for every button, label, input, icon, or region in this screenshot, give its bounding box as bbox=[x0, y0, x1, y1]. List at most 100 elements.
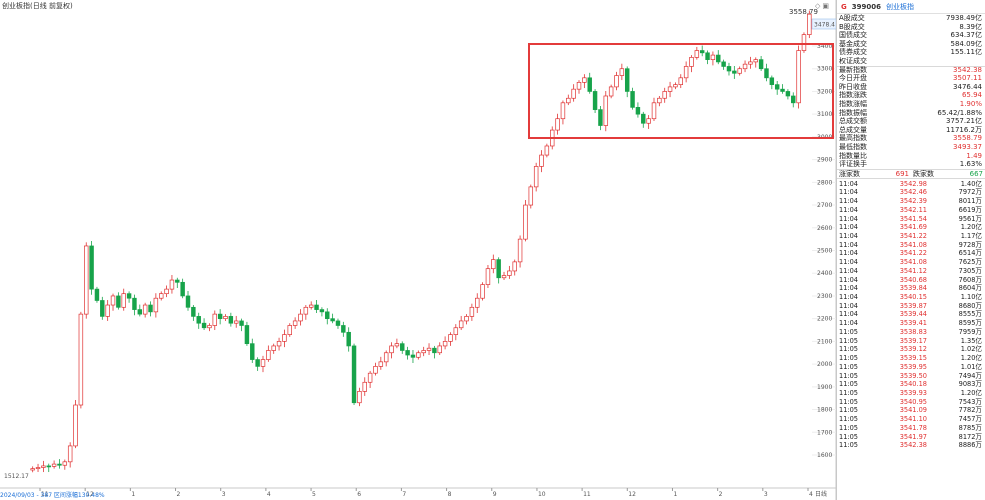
tick-time: 11:04 bbox=[839, 205, 859, 214]
stat-label: 指数涨幅 bbox=[839, 99, 867, 108]
index-header: G 399006 创业板指 bbox=[837, 0, 985, 14]
candle-body bbox=[250, 343, 255, 360]
candle-body bbox=[228, 316, 234, 324]
stat-value: 8.39亿 bbox=[959, 22, 982, 31]
index-name[interactable]: 创业板指 bbox=[885, 2, 914, 11]
candle-body bbox=[126, 293, 132, 299]
tick-volume: 7543万 bbox=[958, 397, 982, 406]
tick-row: 11:05 3539.17 1.35亿 bbox=[837, 337, 985, 346]
stat-label: 指数振幅 bbox=[839, 108, 867, 117]
tick-time: 11:04 bbox=[839, 319, 859, 328]
y-tick-label: 1900 bbox=[817, 384, 832, 391]
candle-body bbox=[62, 461, 68, 466]
stat-value: 1.49 bbox=[966, 151, 982, 160]
candle-body bbox=[169, 279, 175, 290]
candle-body bbox=[389, 345, 394, 354]
candle-body bbox=[266, 350, 271, 360]
tick-row: 11:05 3541.10 7457万 bbox=[837, 415, 985, 424]
stat-row: 今日开盘 3507.11 bbox=[837, 74, 985, 83]
x-tick-label: 4 bbox=[267, 491, 271, 498]
y-tick-label: 2700 bbox=[817, 202, 832, 209]
tick-price: 3541.08 bbox=[899, 258, 927, 267]
y-tick-label: 3200 bbox=[817, 88, 832, 95]
tick-time: 11:05 bbox=[839, 388, 859, 397]
tick-time: 11:04 bbox=[839, 188, 859, 197]
tick-volume: 7305万 bbox=[958, 266, 982, 275]
candle-body bbox=[35, 467, 41, 469]
tick-time: 11:04 bbox=[839, 249, 859, 258]
candle-body bbox=[57, 463, 62, 466]
tick-row: 11:05 3540.95 7543万 bbox=[837, 398, 985, 407]
tick-row: 11:04 3540.15 1.10亿 bbox=[837, 293, 985, 302]
x-tick-label: 4 bbox=[809, 491, 813, 498]
tick-price: 3539.93 bbox=[899, 388, 927, 397]
candle-body bbox=[287, 325, 292, 335]
tick-price: 3538.83 bbox=[899, 327, 927, 336]
candle-body bbox=[608, 86, 614, 97]
y-tick-label: 3100 bbox=[817, 111, 832, 118]
tick-volume: 7625万 bbox=[958, 258, 982, 267]
tick-volume: 7959万 bbox=[958, 327, 982, 336]
x-tick-label: 3 bbox=[764, 491, 768, 498]
tick-price: 3541.12 bbox=[899, 266, 927, 275]
chart-corner-icons[interactable]: ◇▣ bbox=[815, 2, 831, 10]
tick-volume: 6514万 bbox=[958, 249, 982, 258]
max-price-label: 3558.79 bbox=[789, 8, 818, 16]
tick-row: 11:04 3539.41 8595万 bbox=[837, 319, 985, 328]
stat-row: 债券成交 155.11亿 bbox=[837, 48, 985, 57]
candle-body bbox=[694, 50, 700, 58]
diamond-icon[interactable]: ◇ bbox=[815, 2, 823, 10]
tick-volume: 1.20亿 bbox=[960, 388, 982, 397]
kline-chart-area[interactable]: 3400 3300 3200 3100 3000 2900 2800 2700 2600 2500… bbox=[0, 0, 836, 500]
tick-row: 11:04 3542.46 7972万 bbox=[837, 188, 985, 197]
candle-body bbox=[501, 275, 507, 279]
tick-time: 11:05 bbox=[839, 397, 859, 406]
stat-value: 65.94 bbox=[961, 91, 982, 100]
tick-time: 11:05 bbox=[839, 362, 859, 371]
candle-body bbox=[582, 77, 587, 83]
tick-time: 11:04 bbox=[839, 301, 859, 310]
candle-body bbox=[362, 381, 367, 392]
tick-volume: 1.35亿 bbox=[960, 336, 982, 345]
candle-body bbox=[260, 359, 266, 367]
settings-icon[interactable]: ▣ bbox=[822, 2, 832, 10]
stat-label: 今日开盘 bbox=[839, 74, 867, 83]
highlight-box bbox=[528, 43, 834, 139]
candle-body bbox=[796, 50, 801, 104]
stat-label: 最高指数 bbox=[839, 134, 867, 143]
stat-label: 评证换手 bbox=[839, 160, 867, 169]
tick-list[interactable]: 11:04 3542.98 1.40亿 11:04 3542.46 7972万 11:04 3… bbox=[837, 179, 985, 450]
range-info: 2024/09/03 - 387 区间涨幅130.48% bbox=[0, 492, 105, 499]
candle-body bbox=[721, 61, 726, 67]
stat-label: 昨日收盘 bbox=[839, 82, 867, 91]
x-tick-label: 11 bbox=[583, 491, 591, 498]
kline-chart[interactable]: 3400330032003100300029002800270026002500… bbox=[0, 0, 836, 500]
tick-row: 11:04 3542.98 1.40亿 bbox=[837, 180, 985, 189]
tick-price: 3540.18 bbox=[899, 380, 927, 389]
stat-label: B股成交 bbox=[839, 22, 865, 31]
x-tick-label: 2 bbox=[719, 491, 723, 498]
candle-body bbox=[303, 306, 309, 315]
stat-label: 债券成交 bbox=[839, 48, 867, 57]
candle-body bbox=[614, 75, 619, 88]
candle-body bbox=[148, 304, 153, 313]
tick-time: 11:05 bbox=[839, 380, 859, 389]
tick-row: 11:04 3541.54 9561万 bbox=[837, 215, 985, 224]
tick-row: 11:05 3538.83 7959万 bbox=[837, 328, 985, 337]
tick-row: 11:05 3539.15 1.20亿 bbox=[837, 354, 985, 363]
candle-body bbox=[753, 59, 758, 63]
tick-row: 11:05 3541.97 8172万 bbox=[837, 433, 985, 442]
tick-time: 11:04 bbox=[839, 258, 859, 267]
tick-price: 3540.15 bbox=[899, 293, 927, 302]
y-tick-label: 2000 bbox=[817, 361, 832, 368]
candle-body bbox=[469, 306, 475, 317]
candle-body bbox=[555, 118, 560, 131]
x-tick-label: 10 bbox=[538, 491, 546, 498]
y-tick-label: 1800 bbox=[817, 407, 832, 414]
tick-volume: 1.20亿 bbox=[960, 354, 982, 363]
candle-body bbox=[378, 361, 384, 367]
candle-body bbox=[742, 63, 748, 70]
candle-body bbox=[105, 304, 110, 317]
candle-body bbox=[196, 316, 201, 324]
candle-body bbox=[801, 34, 807, 51]
